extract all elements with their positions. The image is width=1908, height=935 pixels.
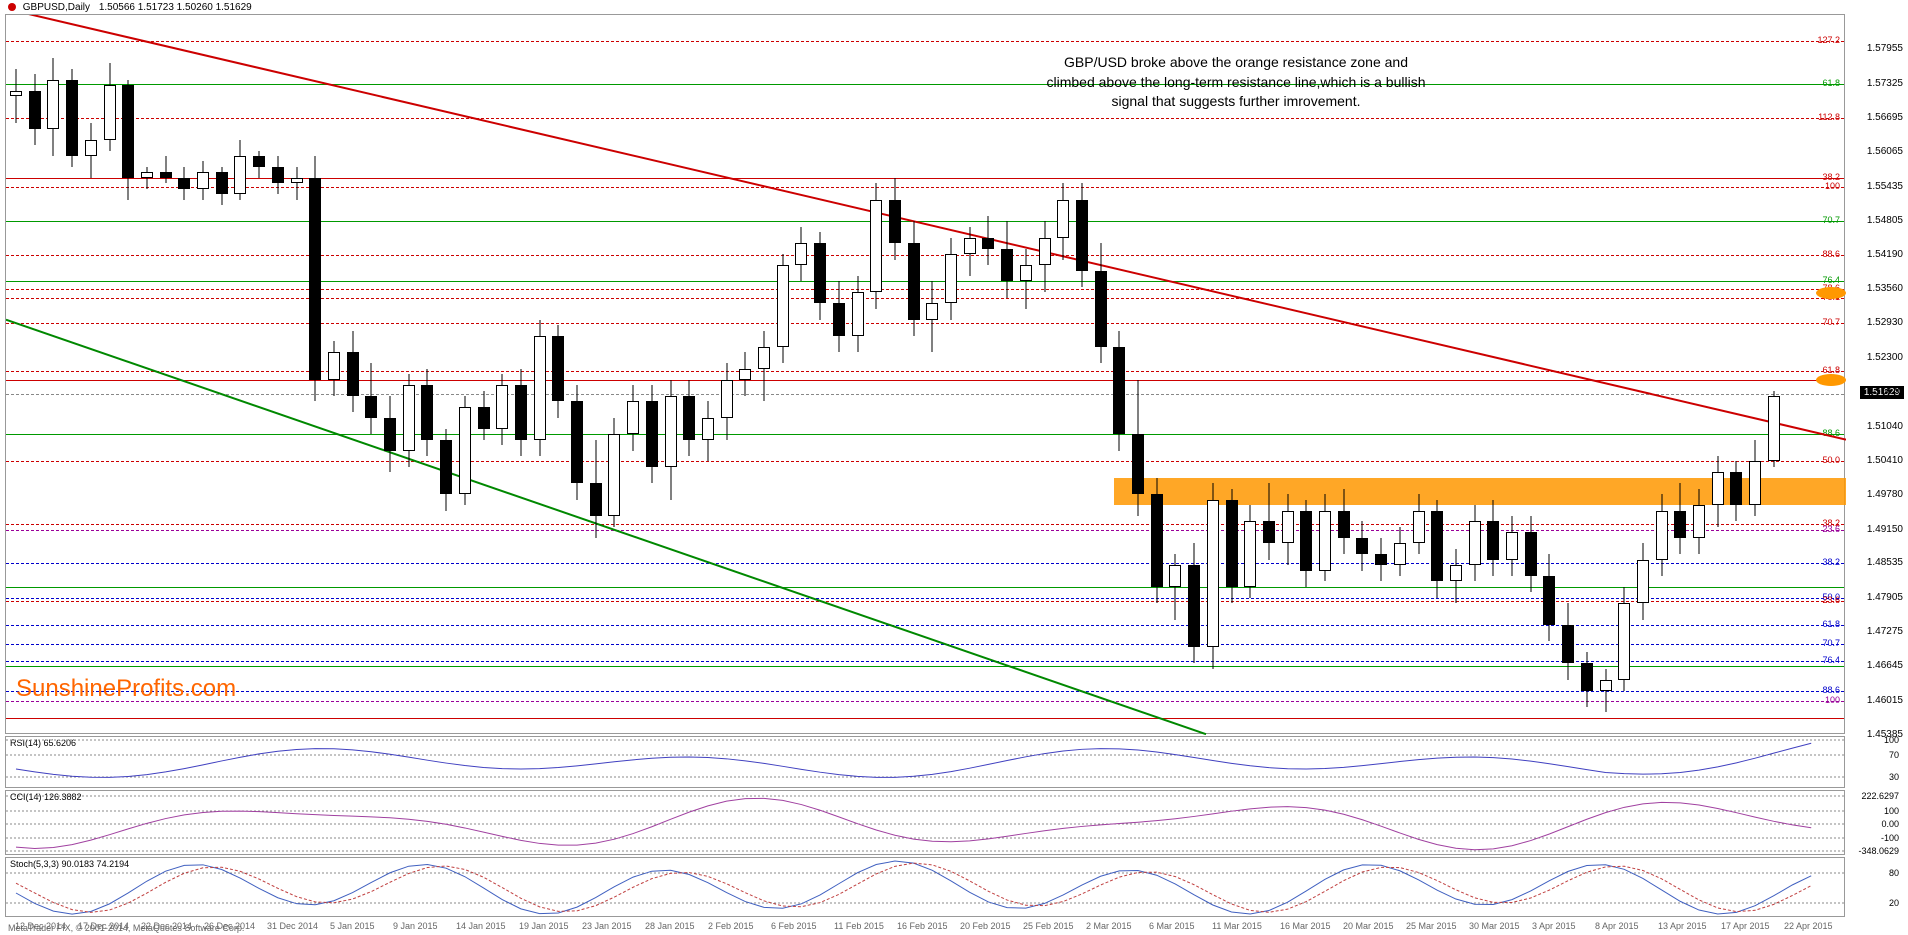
rsi-panel[interactable]: RSI(14) 65.6206 1007030 — [5, 736, 1845, 788]
chart-title: GBPUSD,Daily 1.50566 1.51723 1.50260 1.5… — [8, 2, 252, 13]
chart-container: GBPUSD,Daily 1.50566 1.51723 1.50260 1.5… — [0, 0, 1908, 935]
symbol-marker-icon — [8, 3, 16, 11]
watermark: SunshineProfits.com — [16, 675, 236, 703]
date-x-axis: 12 Dec 201417 Dec 201422 Dec 201426 Dec … — [5, 918, 1845, 933]
copyright-text: MetaTrader FIX, © 2001-2014, MetaQuotes … — [8, 923, 244, 933]
cci-panel[interactable]: CCI(14) 126.3882 222.62971000.00-100-348… — [5, 790, 1845, 855]
symbol-text: GBPUSD,Daily — [23, 2, 90, 13]
main-price-chart[interactable]: 127.261.8112.838.210070.788.676.478.678.… — [5, 14, 1845, 734]
chart-annotation: GBP/USD broke above the orange resistanc… — [956, 53, 1516, 112]
stoch-panel[interactable]: Stoch(5,3,3) 90.0183 74.2194 8020 — [5, 857, 1845, 917]
ohlc-text: 1.50566 1.51723 1.50260 1.51629 — [99, 2, 252, 13]
price-y-axis: 1.579551.573251.566951.560651.554351.548… — [1848, 14, 1908, 734]
